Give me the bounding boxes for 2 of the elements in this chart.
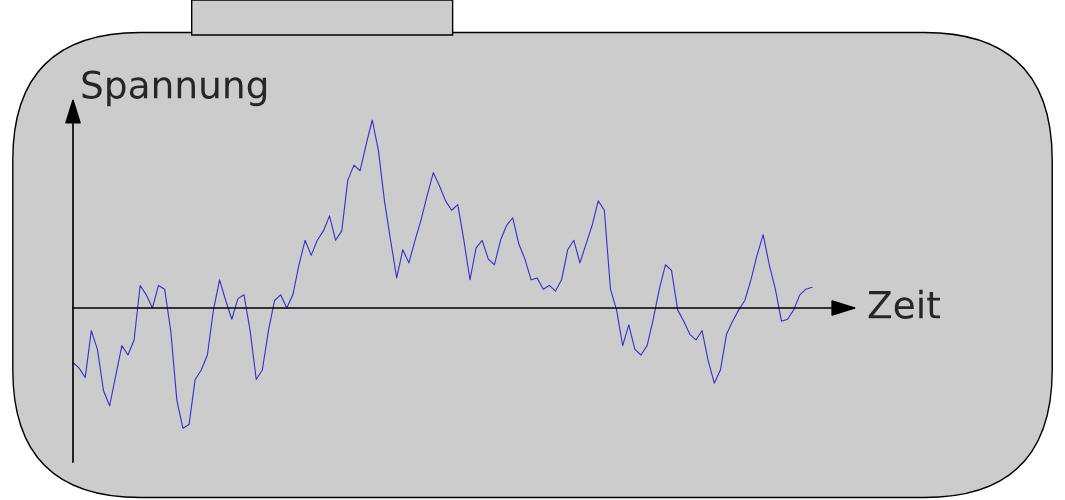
x-axis-title: Zeit (868, 289, 940, 319)
y-axis-title: Spannung (82, 70, 267, 107)
